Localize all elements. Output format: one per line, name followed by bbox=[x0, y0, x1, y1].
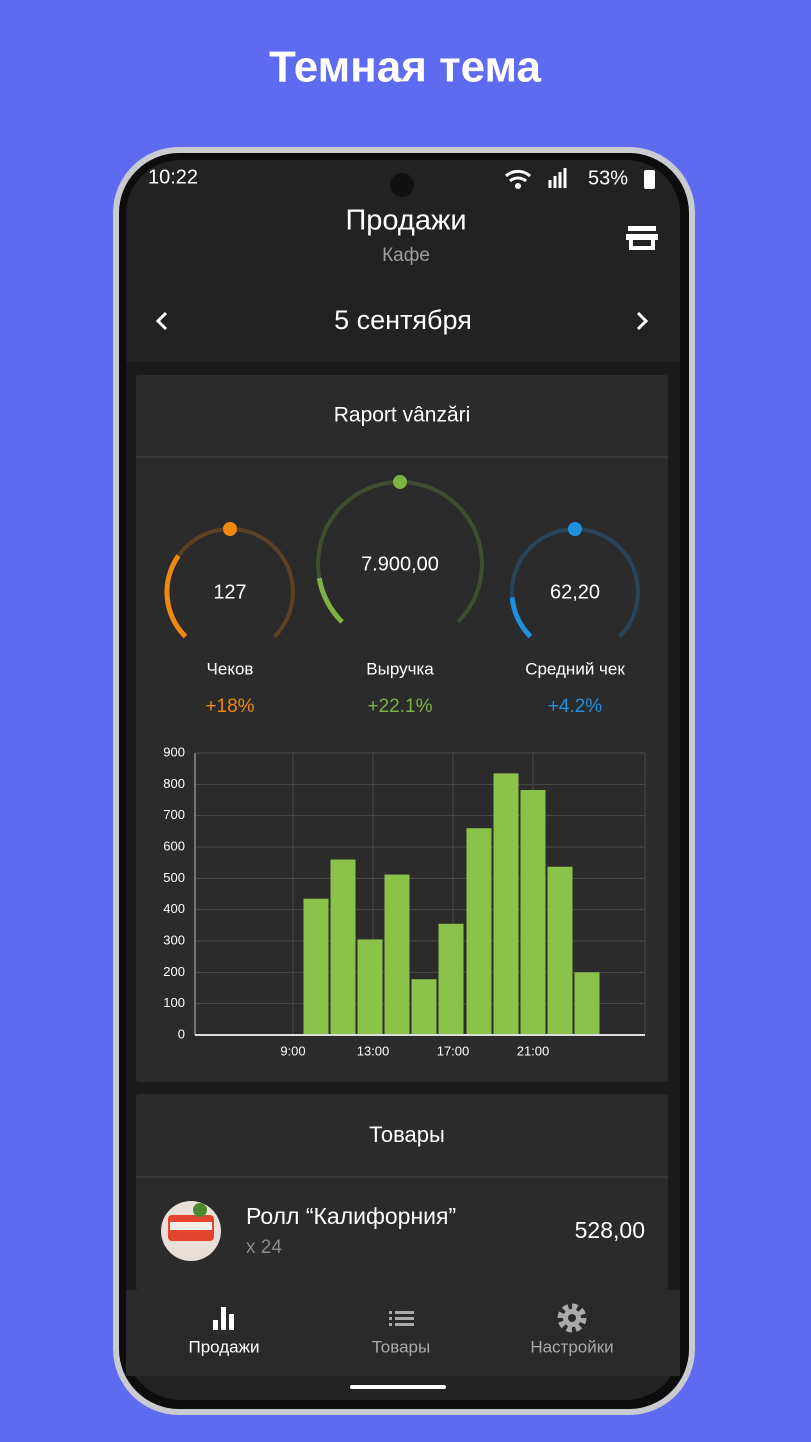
sales-icon[interactable] bbox=[213, 1307, 234, 1330]
status-time: 10:22 bbox=[148, 166, 198, 188]
gauge-dot bbox=[223, 522, 237, 536]
promo-title: Темная тема bbox=[269, 43, 541, 92]
y-tick-label: 900 bbox=[163, 744, 185, 759]
wifi-icon bbox=[505, 169, 531, 183]
x-tick-label: 13:00 bbox=[357, 1043, 390, 1058]
bar bbox=[520, 789, 546, 1035]
camera bbox=[390, 173, 414, 197]
y-tick-label: 600 bbox=[163, 838, 185, 853]
products-icon[interactable] bbox=[389, 1311, 414, 1326]
product-name: Ролл “Калифорния” bbox=[246, 1203, 456, 1229]
gauge-change: +18% bbox=[205, 696, 254, 717]
product-quantity: x 24 bbox=[246, 1237, 282, 1258]
signal-icon bbox=[548, 168, 567, 188]
bar bbox=[384, 874, 410, 1035]
y-tick-label: 800 bbox=[163, 776, 185, 791]
header-subtitle: Кафе bbox=[382, 245, 430, 266]
gauge-arc bbox=[164, 554, 188, 639]
settings-icon[interactable] bbox=[557, 1303, 587, 1333]
gauge-label: Средний чек bbox=[525, 659, 625, 678]
battery-level: 53% bbox=[588, 167, 628, 189]
y-tick-label: 100 bbox=[163, 995, 185, 1010]
y-tick-label: 700 bbox=[163, 807, 185, 822]
bar bbox=[466, 828, 492, 1035]
store-icon[interactable] bbox=[626, 226, 658, 250]
gauge-arc bbox=[509, 597, 533, 639]
gauge-change: +4.2% bbox=[548, 696, 603, 717]
bar bbox=[357, 939, 383, 1035]
gauge-value: 62,20 bbox=[550, 581, 600, 603]
bar bbox=[574, 972, 600, 1035]
gauge-label: Выручка bbox=[366, 659, 434, 678]
x-tick-label: 17:00 bbox=[437, 1043, 470, 1058]
bottom-nav bbox=[126, 1290, 680, 1376]
nav-label[interactable]: Товары bbox=[372, 1337, 430, 1356]
product-image bbox=[161, 1201, 221, 1261]
gauge-value: 127 bbox=[213, 581, 246, 603]
gauge-change: +22.1% bbox=[368, 696, 433, 717]
report-title: Raport vânzări bbox=[334, 404, 471, 427]
bar bbox=[493, 773, 519, 1035]
gauge-label: Чеков bbox=[207, 659, 254, 678]
prev-date[interactable] bbox=[155, 311, 168, 331]
y-tick-label: 400 bbox=[163, 901, 185, 916]
gauge-dot bbox=[393, 475, 407, 489]
y-tick-label: 200 bbox=[163, 964, 185, 979]
bar bbox=[547, 866, 573, 1035]
date-label: 5 сентября bbox=[334, 305, 472, 335]
product-price: 528,00 bbox=[575, 1217, 645, 1243]
y-tick-label: 500 bbox=[163, 870, 185, 885]
gauges: 127 Чеков +18% 7.900,00 Выручка +22.1% 62,20 Ср… bbox=[164, 475, 640, 717]
home-indicator bbox=[350, 1385, 446, 1389]
gauge-arc bbox=[316, 577, 344, 624]
wifi-dot bbox=[515, 183, 521, 189]
next-date[interactable] bbox=[636, 311, 649, 331]
y-tick-label: 300 bbox=[163, 932, 185, 947]
gauge-dot bbox=[568, 522, 582, 536]
y-tick-label: 0 bbox=[178, 1026, 185, 1041]
bar bbox=[330, 859, 356, 1035]
x-tick-label: 9:00 bbox=[280, 1043, 305, 1058]
bar bbox=[411, 979, 437, 1035]
products-title: Товары bbox=[369, 1122, 445, 1147]
x-tick-label: 21:00 bbox=[517, 1043, 550, 1058]
bar bbox=[438, 923, 464, 1035]
bar-chart: 0 100 200 300 400 500 600 700 800 900 9:00 13:00 17:… bbox=[163, 744, 646, 1058]
products-card bbox=[136, 1094, 668, 1290]
bar bbox=[303, 898, 329, 1035]
nav-label[interactable]: Настройки bbox=[530, 1337, 613, 1356]
battery-icon bbox=[644, 170, 655, 189]
nav-label[interactable]: Продажи bbox=[189, 1337, 260, 1356]
gauge-value: 7.900,00 bbox=[361, 553, 439, 575]
header-title: Продажи bbox=[345, 205, 466, 237]
